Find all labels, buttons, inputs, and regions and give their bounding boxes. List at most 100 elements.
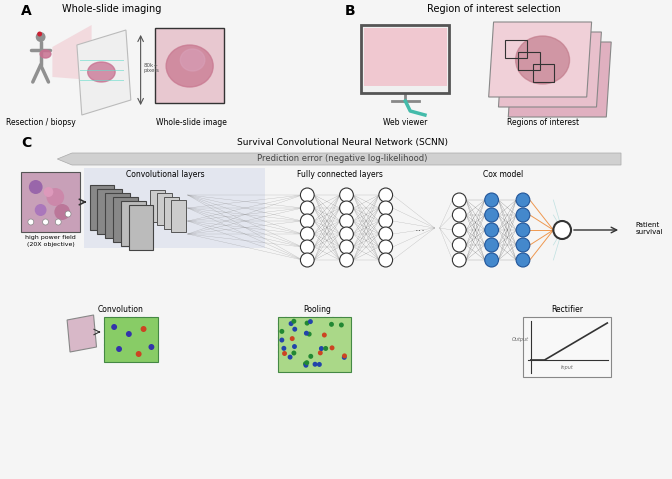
FancyBboxPatch shape	[106, 193, 130, 238]
FancyBboxPatch shape	[171, 200, 185, 232]
Text: Cox model: Cox model	[483, 170, 523, 179]
Circle shape	[300, 253, 314, 267]
Circle shape	[290, 336, 294, 341]
FancyBboxPatch shape	[157, 193, 172, 225]
Text: Convolutional layers: Convolutional layers	[126, 170, 204, 179]
Circle shape	[304, 360, 309, 365]
FancyBboxPatch shape	[151, 190, 165, 222]
Text: A: A	[21, 4, 32, 18]
FancyBboxPatch shape	[113, 197, 138, 242]
Circle shape	[280, 338, 284, 342]
Ellipse shape	[87, 62, 115, 82]
Text: B: B	[345, 4, 355, 18]
Text: Whole-slide image: Whole-slide image	[156, 118, 227, 127]
Circle shape	[339, 214, 353, 228]
Circle shape	[319, 346, 324, 351]
Circle shape	[379, 188, 392, 202]
FancyBboxPatch shape	[164, 197, 179, 229]
Circle shape	[379, 227, 392, 241]
Polygon shape	[77, 30, 131, 115]
FancyBboxPatch shape	[129, 205, 153, 250]
Circle shape	[292, 351, 296, 355]
Text: Regions of interest: Regions of interest	[507, 118, 579, 127]
Circle shape	[65, 211, 71, 217]
Circle shape	[300, 227, 314, 241]
Circle shape	[282, 346, 286, 351]
Text: Prediction error (negative log-likelihood): Prediction error (negative log-likelihoo…	[257, 154, 428, 163]
Text: ...: ...	[415, 223, 425, 233]
FancyBboxPatch shape	[278, 317, 351, 372]
Text: Input: Input	[560, 365, 573, 370]
FancyBboxPatch shape	[97, 189, 122, 234]
Text: R: R	[421, 54, 432, 68]
Circle shape	[342, 355, 347, 360]
Text: Convolution: Convolution	[98, 305, 144, 314]
Circle shape	[323, 346, 328, 351]
Circle shape	[379, 240, 392, 254]
Circle shape	[329, 345, 335, 350]
Circle shape	[329, 322, 334, 327]
Circle shape	[304, 363, 308, 368]
Circle shape	[379, 253, 392, 267]
Circle shape	[317, 362, 322, 367]
Circle shape	[516, 208, 530, 222]
Circle shape	[280, 329, 284, 334]
FancyBboxPatch shape	[155, 28, 224, 103]
Ellipse shape	[40, 50, 51, 58]
Circle shape	[452, 253, 466, 267]
Circle shape	[339, 227, 353, 241]
Circle shape	[339, 188, 353, 202]
Circle shape	[306, 331, 312, 337]
FancyBboxPatch shape	[121, 201, 146, 246]
Circle shape	[28, 219, 34, 225]
Circle shape	[308, 354, 313, 359]
Circle shape	[452, 193, 466, 207]
Circle shape	[339, 201, 353, 215]
Circle shape	[303, 361, 308, 366]
Circle shape	[300, 214, 314, 228]
FancyBboxPatch shape	[21, 172, 80, 232]
FancyBboxPatch shape	[104, 317, 159, 362]
Ellipse shape	[180, 49, 205, 71]
Circle shape	[44, 187, 53, 197]
Circle shape	[37, 32, 42, 36]
Circle shape	[54, 204, 70, 220]
Text: 80k+
pixels: 80k+ pixels	[144, 63, 159, 73]
Circle shape	[300, 240, 314, 254]
Polygon shape	[508, 42, 612, 117]
Text: high power field: high power field	[25, 235, 76, 240]
Circle shape	[308, 319, 313, 324]
Circle shape	[339, 240, 353, 254]
Circle shape	[452, 238, 466, 252]
Polygon shape	[499, 32, 601, 107]
Circle shape	[322, 332, 327, 338]
Circle shape	[300, 201, 314, 215]
Circle shape	[485, 208, 499, 222]
Polygon shape	[489, 22, 591, 97]
Text: CANCE: CANCE	[379, 46, 431, 60]
Circle shape	[136, 351, 142, 357]
Circle shape	[485, 223, 499, 237]
Circle shape	[292, 344, 297, 349]
Circle shape	[36, 32, 46, 42]
Text: C: C	[21, 136, 32, 150]
Text: Whole-slide imaging: Whole-slide imaging	[62, 4, 161, 14]
Circle shape	[46, 188, 64, 206]
FancyBboxPatch shape	[89, 185, 114, 230]
Text: Region of interest selection: Region of interest selection	[427, 4, 560, 14]
Circle shape	[288, 354, 292, 360]
Text: Fully connected layers: Fully connected layers	[298, 170, 383, 179]
Circle shape	[516, 193, 530, 207]
Circle shape	[111, 324, 117, 330]
Text: Resection / biopsy: Resection / biopsy	[6, 118, 75, 127]
Circle shape	[35, 204, 46, 216]
Circle shape	[140, 326, 146, 332]
Text: (20X objective): (20X objective)	[27, 242, 75, 247]
Polygon shape	[67, 315, 97, 352]
Circle shape	[149, 344, 155, 350]
Circle shape	[485, 238, 499, 252]
Polygon shape	[52, 25, 91, 80]
FancyBboxPatch shape	[84, 168, 265, 248]
Circle shape	[304, 331, 309, 336]
Circle shape	[304, 320, 310, 326]
